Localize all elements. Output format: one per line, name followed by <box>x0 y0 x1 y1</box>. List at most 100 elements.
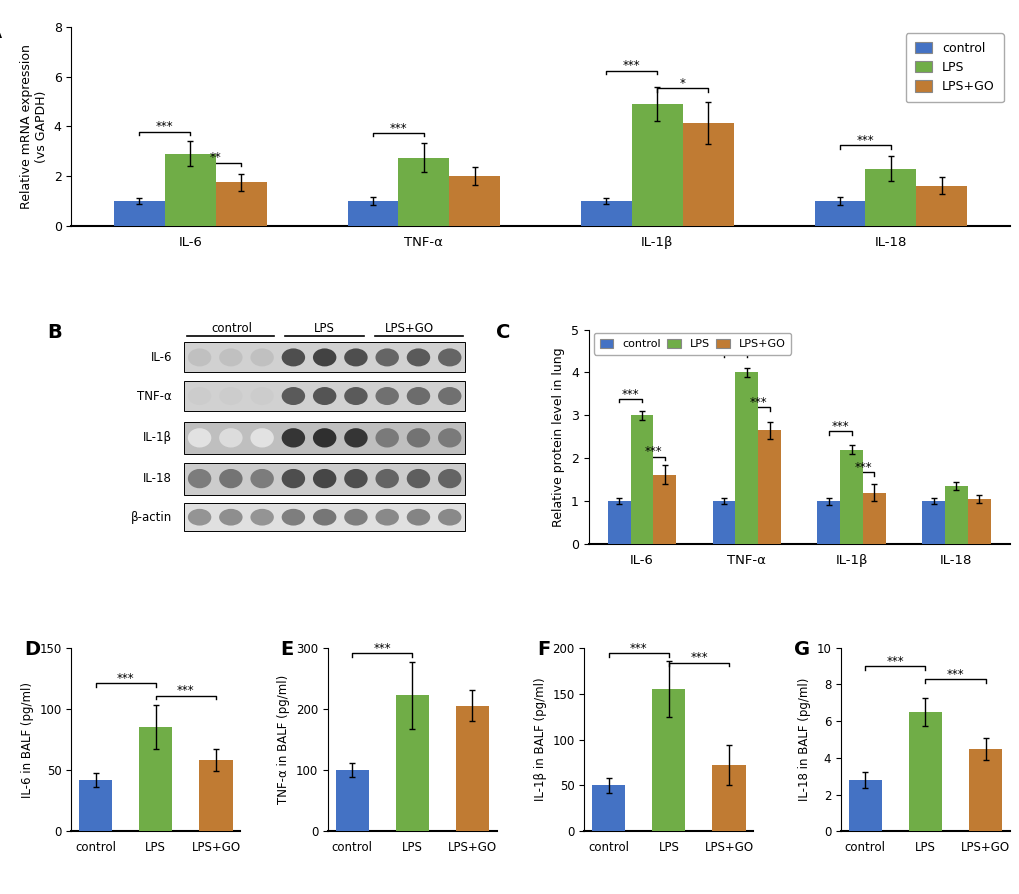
Text: LPS: LPS <box>314 322 335 335</box>
Text: ***: *** <box>373 642 390 655</box>
Y-axis label: Relative mRNA expression
(vs GAPDH): Relative mRNA expression (vs GAPDH) <box>20 44 48 209</box>
Bar <box>607 502 630 544</box>
Text: *: * <box>680 77 685 89</box>
Text: ***: *** <box>726 342 744 356</box>
Ellipse shape <box>343 469 367 488</box>
Bar <box>864 169 915 226</box>
Text: **: ** <box>210 151 221 164</box>
Bar <box>183 381 465 411</box>
Bar <box>712 765 745 831</box>
Text: ***: *** <box>622 387 639 401</box>
Y-axis label: TNF-α in BALF (pg/ml): TNF-α in BALF (pg/ml) <box>277 675 290 804</box>
Text: ***: *** <box>177 685 195 697</box>
Ellipse shape <box>407 387 430 405</box>
Bar <box>398 157 448 226</box>
Ellipse shape <box>375 469 398 488</box>
Ellipse shape <box>313 349 336 367</box>
Text: ***: *** <box>749 396 766 409</box>
Ellipse shape <box>313 428 336 448</box>
Bar <box>165 154 216 226</box>
Bar <box>908 712 941 831</box>
Ellipse shape <box>219 387 243 405</box>
Ellipse shape <box>187 469 211 488</box>
Ellipse shape <box>187 349 211 367</box>
Ellipse shape <box>250 469 273 488</box>
Ellipse shape <box>437 387 461 405</box>
Bar <box>967 499 989 544</box>
Text: ***: *** <box>946 668 963 681</box>
Text: ***: *** <box>623 59 640 72</box>
Bar <box>448 176 499 226</box>
Text: IL-1β: IL-1β <box>143 431 172 444</box>
Ellipse shape <box>313 509 336 526</box>
Ellipse shape <box>343 387 367 405</box>
Y-axis label: IL-18 in BALF (pg/ml): IL-18 in BALF (pg/ml) <box>797 678 810 801</box>
Bar <box>114 201 165 226</box>
Ellipse shape <box>437 469 461 488</box>
Y-axis label: IL-1β in BALF (pg/ml): IL-1β in BALF (pg/ml) <box>533 678 546 801</box>
Bar <box>183 422 465 454</box>
Ellipse shape <box>407 349 430 367</box>
Bar <box>862 493 884 544</box>
Text: ***: *** <box>389 122 407 135</box>
Ellipse shape <box>313 387 336 405</box>
Ellipse shape <box>281 428 305 448</box>
Text: β-actin: β-actin <box>130 510 172 524</box>
Text: E: E <box>280 640 293 659</box>
Bar <box>200 760 232 831</box>
Bar <box>455 705 488 831</box>
Ellipse shape <box>281 509 305 526</box>
Ellipse shape <box>219 428 243 448</box>
Ellipse shape <box>219 469 243 488</box>
Bar <box>632 104 682 226</box>
Text: G: G <box>793 640 809 659</box>
Text: ***: *** <box>156 121 173 133</box>
Ellipse shape <box>281 387 305 405</box>
Text: F: F <box>537 640 550 659</box>
Bar <box>816 502 840 544</box>
Bar <box>944 486 967 544</box>
Y-axis label: IL-6 in BALF (pg/ml): IL-6 in BALF (pg/ml) <box>20 681 34 797</box>
Text: ***: *** <box>853 461 871 475</box>
Ellipse shape <box>343 349 367 367</box>
Ellipse shape <box>437 349 461 367</box>
Bar <box>682 122 733 226</box>
Bar <box>848 780 880 831</box>
Ellipse shape <box>281 469 305 488</box>
Bar <box>968 748 1001 831</box>
Bar <box>592 786 625 831</box>
Ellipse shape <box>407 428 430 448</box>
Ellipse shape <box>343 428 367 448</box>
Bar <box>183 462 465 494</box>
Ellipse shape <box>437 428 461 448</box>
Y-axis label: Relative protein level in lung: Relative protein level in lung <box>552 347 565 527</box>
Ellipse shape <box>219 349 243 367</box>
Ellipse shape <box>375 349 398 367</box>
Bar <box>757 430 781 544</box>
Ellipse shape <box>375 509 398 526</box>
Text: IL-18: IL-18 <box>143 472 172 485</box>
Ellipse shape <box>375 387 398 405</box>
Text: ***: *** <box>886 655 903 668</box>
Bar <box>347 201 398 226</box>
Ellipse shape <box>187 428 211 448</box>
Text: IL-6: IL-6 <box>150 351 172 364</box>
Bar <box>915 186 966 226</box>
Text: ***: *** <box>644 445 661 459</box>
Text: ***: *** <box>630 642 647 655</box>
Text: A: A <box>0 23 2 42</box>
Bar <box>814 201 864 226</box>
Ellipse shape <box>281 349 305 367</box>
Ellipse shape <box>313 469 336 488</box>
Text: C: C <box>495 323 510 342</box>
Bar <box>653 475 676 544</box>
Bar <box>140 727 172 831</box>
Text: ***: *** <box>856 134 873 147</box>
Ellipse shape <box>407 509 430 526</box>
Legend: control, LPS, LPS+GO: control, LPS, LPS+GO <box>594 333 790 355</box>
Bar <box>735 373 757 544</box>
Text: D: D <box>24 640 40 659</box>
Bar <box>652 689 685 831</box>
Ellipse shape <box>187 387 211 405</box>
Text: B: B <box>47 323 62 342</box>
